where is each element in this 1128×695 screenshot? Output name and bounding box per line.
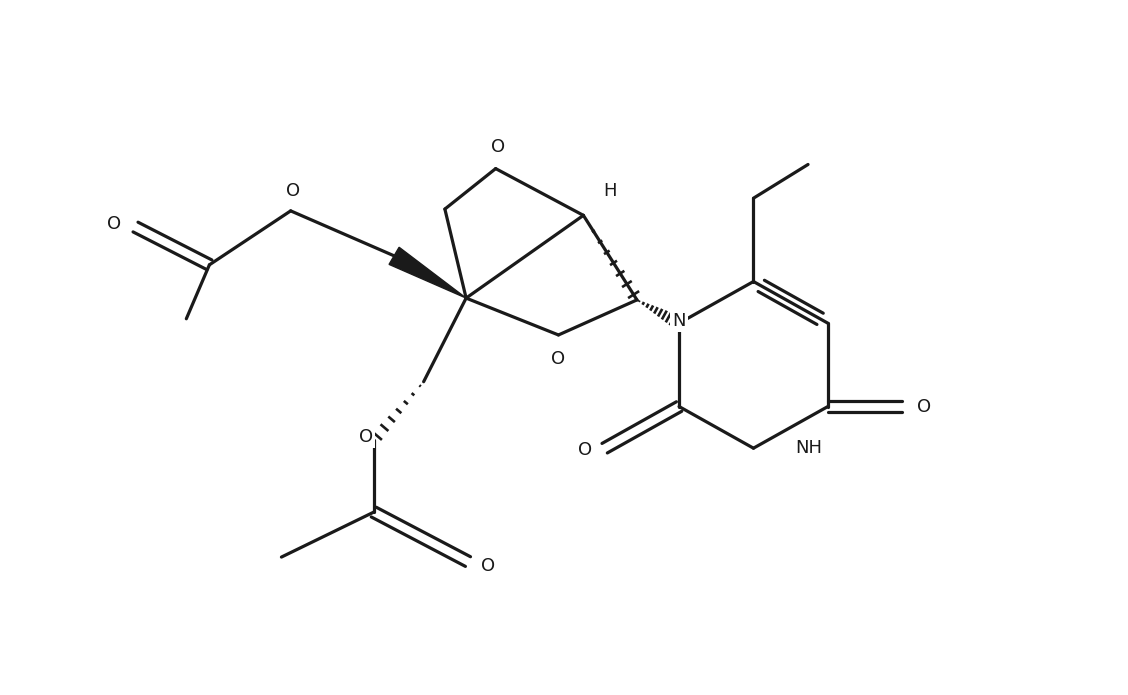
Text: O: O bbox=[359, 428, 373, 446]
Text: H: H bbox=[603, 181, 617, 199]
Text: O: O bbox=[481, 557, 495, 575]
Text: O: O bbox=[491, 138, 504, 156]
Polygon shape bbox=[389, 247, 466, 298]
Text: NH: NH bbox=[795, 439, 822, 457]
Text: O: O bbox=[917, 398, 931, 416]
Text: O: O bbox=[578, 441, 592, 459]
Text: O: O bbox=[552, 350, 565, 368]
Text: O: O bbox=[285, 182, 300, 200]
Text: N: N bbox=[672, 312, 686, 330]
Text: O: O bbox=[107, 215, 121, 233]
